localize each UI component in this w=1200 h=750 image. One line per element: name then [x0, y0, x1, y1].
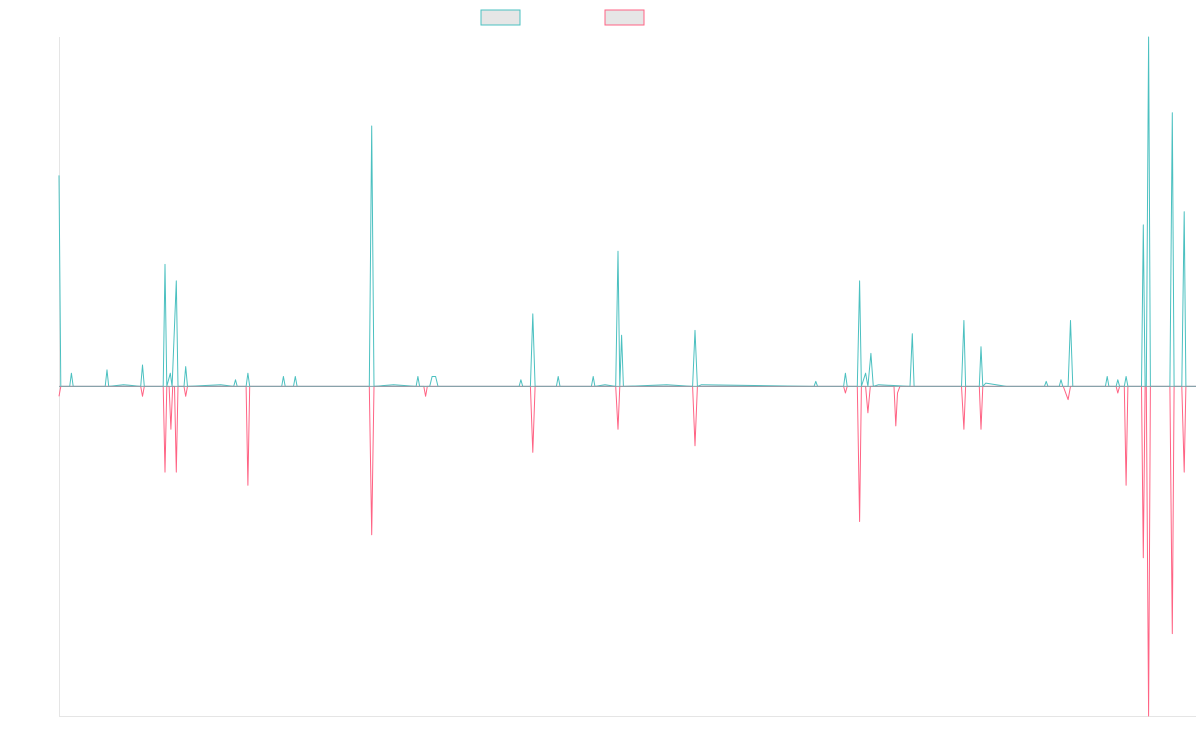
legend-item-series-a[interactable]	[480, 9, 521, 26]
legend-item-series-b[interactable]	[604, 9, 645, 26]
legend-swatch-series-b	[604, 9, 645, 26]
series-layer	[58, 36, 1196, 717]
legend-swatch-series-a	[480, 9, 521, 26]
legend	[480, 9, 645, 26]
series-line-pink	[58, 385, 1196, 717]
series-line-teal	[58, 36, 1196, 387]
